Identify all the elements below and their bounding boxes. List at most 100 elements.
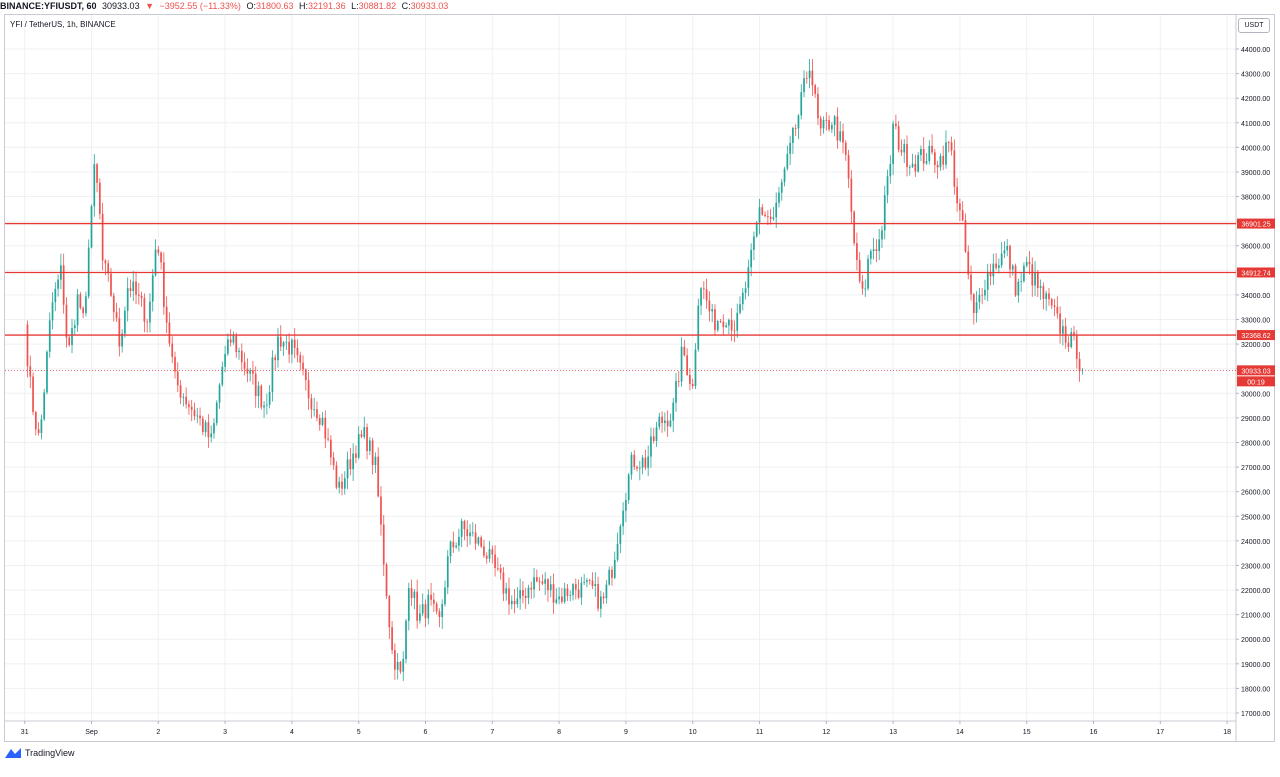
x-tick-label: 4 [290, 729, 294, 736]
candle-down [324, 417, 327, 439]
candle-down [794, 127, 797, 129]
x-tick-label: 15 [1023, 729, 1031, 736]
candle-down [970, 274, 972, 295]
candle-down [861, 281, 864, 289]
x-tick-label: 6 [424, 729, 428, 736]
candle-up [700, 288, 702, 306]
candle-up [911, 163, 914, 167]
candle-down [68, 337, 71, 345]
candle-down [817, 93, 819, 119]
candle-down [165, 306, 168, 323]
candle-down [107, 263, 110, 274]
candle-down [394, 650, 396, 670]
candle-up [291, 339, 293, 355]
candle-down [524, 595, 527, 598]
low-label: L: [351, 1, 359, 11]
chart-legend-title[interactable]: YFI / TetherUS, 1h, BINANCE [10, 20, 116, 29]
candle-up [40, 419, 43, 434]
candle-up [407, 588, 410, 621]
candle-up [313, 409, 316, 410]
candle-down [310, 398, 313, 410]
candle-up [978, 294, 981, 303]
candle-down [906, 144, 908, 168]
candle-up [405, 620, 407, 660]
last-price-label: 30933.03 [1241, 368, 1270, 375]
candle-up [446, 556, 449, 588]
candle-up [831, 125, 833, 130]
candle-up [90, 206, 93, 248]
candle-up [783, 168, 786, 183]
candle-up [76, 294, 79, 326]
symbol-name[interactable]: BINANCE:YFIUSDT, 60 [0, 1, 97, 11]
candle-up [1011, 265, 1014, 270]
candle-down [850, 178, 853, 212]
candle-down [34, 412, 37, 430]
candle-down [497, 567, 499, 569]
candle-down [430, 594, 432, 600]
currency-badge[interactable]: USDT [1238, 18, 1270, 33]
candle-down [1059, 313, 1061, 334]
candle-down [588, 580, 591, 581]
candle-up [986, 272, 989, 290]
candle-down [922, 149, 925, 164]
candle-down [416, 591, 419, 621]
candle-down [327, 438, 329, 440]
candle-up [1006, 245, 1009, 251]
candle-up [925, 161, 928, 164]
candle-up [352, 453, 354, 470]
candle-down [143, 298, 146, 322]
candle-up [833, 116, 836, 126]
candle-down [491, 549, 494, 555]
candle-up [154, 249, 157, 276]
candle-down [714, 309, 716, 331]
candle-down [574, 584, 577, 590]
candle-down [424, 604, 427, 619]
candle-down [508, 588, 510, 605]
candle-down [683, 346, 686, 356]
candle-up [975, 302, 978, 313]
candle-down [452, 541, 455, 548]
x-tick-label: 7 [490, 729, 494, 736]
candle-down [140, 295, 143, 299]
candle-down [1031, 264, 1034, 286]
candle-up [1000, 253, 1003, 266]
candle-down [176, 371, 179, 386]
candle-up [883, 195, 886, 231]
x-tick-label: 17 [1156, 729, 1164, 736]
candle-up [505, 588, 508, 594]
candle-up [797, 115, 800, 129]
candle-up [775, 202, 778, 218]
candle-down [485, 555, 488, 559]
candle-up [249, 370, 252, 374]
candle-up [54, 288, 57, 303]
candle-up [908, 166, 911, 168]
candle-down [260, 385, 263, 408]
candle-down [483, 546, 485, 556]
candle-up [210, 433, 213, 438]
candle-down [299, 355, 302, 363]
candle-up [455, 545, 457, 548]
y-tick-label: 41000.00 [1241, 121, 1270, 128]
candle-down [691, 383, 694, 387]
candle-down [163, 262, 165, 307]
candle-up [460, 521, 463, 537]
candle-up [569, 595, 572, 596]
tradingview-footer[interactable]: TradingView [4, 744, 75, 762]
candle-up [1034, 273, 1036, 286]
candle-up [238, 350, 240, 353]
y-tick-label: 21000.00 [1241, 613, 1270, 620]
candle-down [1048, 293, 1050, 300]
candle-up [753, 236, 755, 250]
x-tick-label: 12 [822, 729, 830, 736]
candle-up [886, 176, 889, 196]
candle-up [321, 417, 324, 425]
y-tick-label: 22000.00 [1241, 588, 1270, 595]
candle-down [989, 272, 992, 277]
candle-down [858, 260, 861, 282]
candle-up [441, 604, 444, 617]
candle-down [65, 304, 68, 338]
y-tick-label: 38000.00 [1241, 195, 1270, 202]
candle-down [956, 186, 958, 204]
candle-up [778, 192, 780, 203]
